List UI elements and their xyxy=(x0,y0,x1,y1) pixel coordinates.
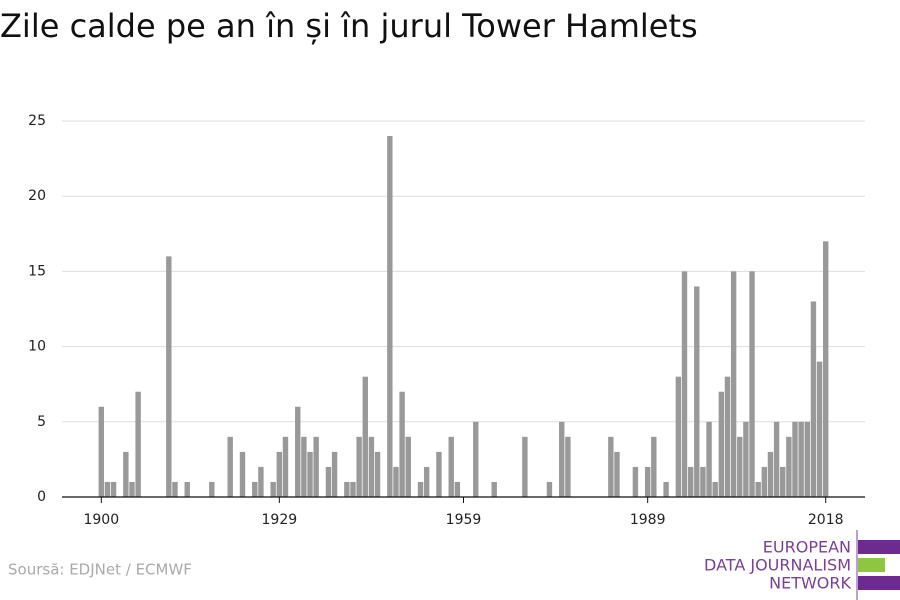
bar xyxy=(724,376,731,497)
bar xyxy=(282,436,289,497)
bar xyxy=(546,481,553,497)
bar xyxy=(651,436,657,497)
bar xyxy=(743,421,749,497)
bar xyxy=(362,376,368,497)
bar xyxy=(816,361,823,497)
x-tick-label: 1929 xyxy=(262,512,298,528)
bar xyxy=(448,436,454,497)
bar xyxy=(374,451,381,497)
bar xyxy=(730,271,737,497)
bar xyxy=(344,481,350,497)
bar xyxy=(761,466,768,497)
bar xyxy=(798,421,804,497)
bar xyxy=(423,466,430,497)
bar xyxy=(608,436,614,497)
bar xyxy=(350,481,356,497)
bar xyxy=(675,376,682,497)
x-tick-label: 1959 xyxy=(446,512,482,528)
bar xyxy=(755,481,761,497)
bar xyxy=(110,481,117,497)
x-tick-label: 2018 xyxy=(808,512,844,528)
bar xyxy=(270,481,276,497)
bar xyxy=(184,481,190,497)
bar xyxy=(687,466,694,497)
bar xyxy=(559,421,565,497)
bar xyxy=(663,481,669,497)
bar xyxy=(405,436,411,497)
bar xyxy=(681,271,688,497)
bar xyxy=(700,466,706,497)
bar xyxy=(104,481,111,497)
bar xyxy=(276,451,283,497)
bar xyxy=(227,436,233,497)
bar xyxy=(804,421,810,497)
bar xyxy=(694,286,700,497)
y-tick-label: 0 xyxy=(37,489,46,505)
bar xyxy=(749,271,755,497)
y-tick-label: 15 xyxy=(28,263,46,279)
bar xyxy=(737,436,743,497)
bar xyxy=(129,481,135,497)
bar xyxy=(823,241,829,497)
x-tick-label: 1900 xyxy=(83,512,119,528)
bar xyxy=(706,421,712,497)
bar xyxy=(325,466,332,497)
bar xyxy=(632,466,639,497)
bar xyxy=(767,451,774,497)
bar xyxy=(295,406,301,497)
bar xyxy=(614,451,620,497)
bar xyxy=(313,436,319,497)
bar xyxy=(252,481,258,497)
bar xyxy=(123,451,129,497)
bar xyxy=(773,421,780,497)
bar xyxy=(473,421,479,497)
bar xyxy=(792,421,798,497)
logo-bar xyxy=(858,540,900,554)
bar xyxy=(356,436,362,497)
y-tick-label: 5 xyxy=(37,414,46,430)
bar xyxy=(399,391,405,497)
logo-bar xyxy=(858,558,885,572)
bar xyxy=(258,466,264,497)
bar xyxy=(491,481,497,497)
bar xyxy=(331,451,338,497)
source: Soursă: EDJNet / ECMWF xyxy=(8,561,192,579)
logo-text: EUROPEAN xyxy=(763,538,851,557)
bar xyxy=(393,466,399,497)
bar xyxy=(98,406,104,497)
y-tick-label: 10 xyxy=(28,339,46,355)
bar xyxy=(387,136,393,498)
chart-title: Zile calde pe an în și în jurul Tower Ha… xyxy=(0,7,698,45)
bar xyxy=(644,466,651,497)
bar xyxy=(780,466,786,497)
x-tick-label: 1989 xyxy=(630,512,666,528)
bar xyxy=(522,436,528,497)
bar xyxy=(718,391,725,497)
bar xyxy=(712,481,718,497)
bar xyxy=(417,481,424,497)
bar xyxy=(454,481,461,497)
y-tick-label: 25 xyxy=(28,113,46,129)
bar xyxy=(172,481,178,497)
bar xyxy=(810,301,817,497)
bar xyxy=(209,481,215,497)
bar xyxy=(786,436,792,497)
logo-text: DATA JOURNALISM xyxy=(704,556,851,575)
logo-text: NETWORK xyxy=(769,574,851,593)
bar xyxy=(307,451,313,497)
bar xyxy=(166,256,172,497)
bar xyxy=(301,436,307,497)
y-tick-label: 20 xyxy=(28,188,46,204)
bar xyxy=(135,391,141,497)
bar xyxy=(436,451,442,497)
bar xyxy=(368,436,375,497)
bar xyxy=(239,451,246,497)
logo-bar xyxy=(858,576,900,590)
bar xyxy=(565,436,571,497)
